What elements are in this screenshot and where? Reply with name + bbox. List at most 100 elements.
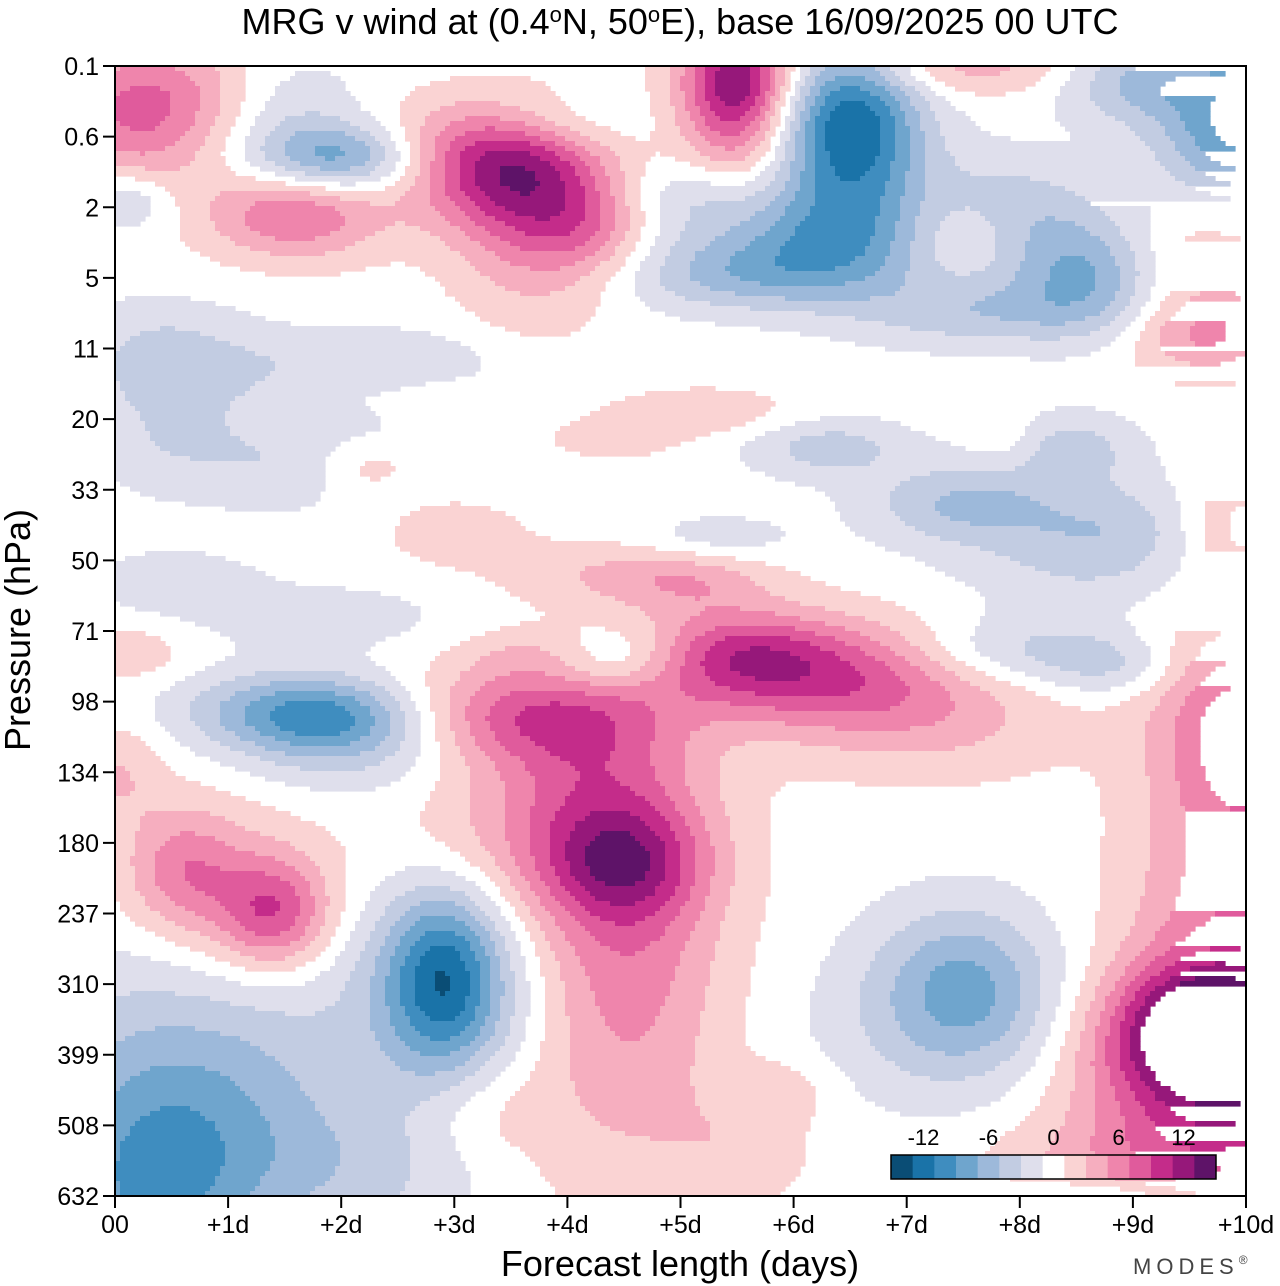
contour-cell: [260, 166, 286, 172]
contour-cell: [115, 1186, 121, 1192]
contour-cell: [275, 691, 336, 697]
contour-cell: [355, 696, 376, 702]
contour-cell: [120, 386, 251, 392]
contour-cell: [415, 1071, 436, 1077]
contour-cell: [755, 131, 766, 137]
contour-cell: [1145, 736, 1176, 742]
contour-cell: [875, 541, 961, 547]
contour-cell: [390, 971, 401, 977]
contour-cell: [620, 1036, 641, 1042]
contour-cell: [560, 901, 581, 907]
contour-cell: [115, 1071, 141, 1077]
contour-cell: [680, 236, 716, 242]
contour-cell: [350, 726, 371, 732]
contour-cell: [895, 931, 1021, 937]
contour-cell: [115, 806, 276, 812]
contour-cell: [830, 151, 881, 157]
contour-cell: [170, 191, 221, 197]
contour-cell: [1120, 276, 1136, 282]
contour-cell: [115, 351, 256, 357]
contour-cell: [945, 331, 1091, 337]
contour-cell: [565, 446, 666, 452]
contour-cell: [610, 176, 626, 182]
contour-cell: [355, 241, 446, 247]
contour-cell: [455, 681, 486, 687]
contour-cell: [145, 421, 226, 427]
contour-cell: [705, 631, 816, 637]
contour-cell: [910, 266, 946, 272]
contour-cell: [750, 86, 761, 92]
contour-cell: [255, 381, 426, 387]
contour-cell: [235, 846, 296, 852]
contour-cell: [220, 681, 271, 687]
contour-cell: [485, 846, 511, 852]
contour-cell: [200, 726, 226, 732]
contour-cell: [170, 106, 201, 112]
contour-cell: [490, 1036, 506, 1042]
contour-cell: [420, 166, 431, 172]
contour-cell: [655, 831, 676, 837]
contour-cell: [115, 106, 171, 112]
contour-cell: [610, 191, 626, 197]
contour-cell: [455, 1066, 481, 1072]
contour-cell: [410, 926, 471, 932]
contour-cell: [935, 76, 1041, 82]
contour-cell: [130, 126, 156, 132]
contour-cell: [1095, 1126, 1126, 1132]
contour-cell: [130, 776, 186, 782]
contour-cell: [395, 531, 536, 537]
contour-cell: [1095, 1116, 1126, 1122]
contour-cell: [880, 141, 896, 147]
contour-cell: [1160, 701, 1186, 707]
contour-cell: [795, 626, 846, 632]
contour-cell: [1190, 661, 1226, 667]
contour-cell: [705, 1006, 746, 1012]
contour-cell: [550, 861, 571, 867]
contour-cell: [1155, 541, 1186, 547]
contour-cell: [565, 906, 586, 912]
contour-cell: [500, 1006, 516, 1012]
contour-cell: [700, 131, 721, 137]
contour-cell: [895, 486, 1121, 492]
contour-cell: [680, 686, 731, 692]
contour-cell: [860, 646, 891, 652]
contour-cell: [925, 996, 996, 1002]
contour-cell: [245, 221, 346, 227]
contour-cell: [1070, 1096, 1096, 1102]
contour-cell: [655, 766, 686, 772]
contour-cell: [305, 876, 326, 882]
contour-cell: [895, 981, 926, 987]
contour-cell: [1070, 1011, 1086, 1017]
contour-cell: [450, 886, 481, 892]
contour-cell: [1015, 1126, 1061, 1132]
contour-cell: [1135, 286, 1151, 292]
contour-cell: [490, 1006, 501, 1012]
contour-cell: [1145, 556, 1181, 562]
contour-cell: [1125, 966, 1146, 972]
contour-cell: [1025, 426, 1141, 432]
contour-cell: [1010, 281, 1046, 287]
contour-cell: [775, 71, 786, 77]
contour-cell: [1050, 571, 1121, 577]
contour-cell: [1190, 296, 1241, 302]
contour-cell: [675, 591, 711, 597]
contour-cell: [810, 1031, 866, 1037]
contour-cell: [275, 1156, 341, 1162]
contour-cell: [715, 861, 736, 867]
contour-cell: [1115, 646, 1151, 652]
contour-cell: [1095, 1096, 1116, 1102]
contour-cell: [1015, 961, 1041, 967]
contour-cell: [400, 986, 416, 992]
contour-cell: [1020, 1046, 1041, 1052]
contour-cell: [1055, 111, 1106, 117]
contour-cell: [425, 1011, 461, 1017]
contour-cell: [775, 66, 786, 72]
contour-cell: [945, 1051, 966, 1057]
contour-cell: [810, 996, 861, 1002]
contour-cell: [880, 446, 966, 452]
contour-cell: [755, 146, 771, 152]
contour-cell: [590, 981, 671, 987]
contour-cell: [1075, 1076, 1096, 1082]
contour-cell: [1140, 106, 1176, 112]
contour-cell: [430, 111, 536, 117]
